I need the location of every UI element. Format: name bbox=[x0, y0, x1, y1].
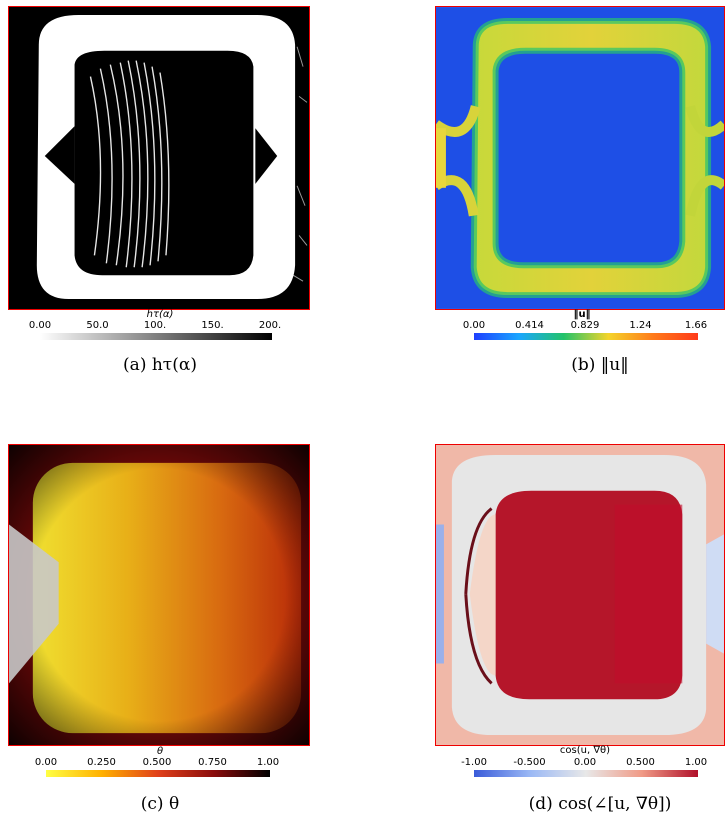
plot-c-theta bbox=[8, 444, 310, 746]
plot-c-image bbox=[9, 445, 309, 745]
tick: 1.24 bbox=[629, 320, 652, 331]
caption-a: (a) hτ(α) bbox=[123, 355, 197, 375]
plot-a-image bbox=[9, 7, 309, 309]
tick: 100. bbox=[143, 320, 167, 331]
colorbar-a-title: hτ(α) bbox=[146, 309, 174, 320]
plot-d-image bbox=[436, 445, 724, 745]
plot-b-velocity-norm bbox=[435, 6, 725, 310]
plot-b-image bbox=[436, 7, 724, 309]
tick: 0.750 bbox=[198, 757, 227, 768]
tick: 0.414 bbox=[515, 320, 544, 331]
colorbar-c-title: θ bbox=[156, 746, 164, 757]
tick: 0.00 bbox=[573, 757, 597, 768]
tick: 0.500 bbox=[626, 757, 655, 768]
colorbar-b-ticks: 0.00 0.414 0.829 1.24 1.66 bbox=[463, 320, 707, 332]
colorbar-b bbox=[474, 333, 698, 340]
tick: -0.500 bbox=[513, 757, 546, 768]
tick: 150. bbox=[201, 320, 224, 331]
caption-c: (c) θ bbox=[140, 794, 180, 814]
caption-d: (d) cos(∠[u, ∇θ]) bbox=[528, 794, 672, 814]
tick: 0.00 bbox=[28, 320, 52, 331]
tick: 200. bbox=[258, 320, 282, 331]
tick: 1.00 bbox=[256, 757, 280, 768]
tick: 1.00 bbox=[684, 757, 708, 768]
tick: 1.66 bbox=[684, 320, 708, 331]
tick: 0.250 bbox=[87, 757, 116, 768]
colorbar-a-ticks: 0.00 50.0 100. 150. 200. bbox=[29, 320, 281, 332]
tick: 0.829 bbox=[570, 320, 600, 331]
colorbar-d bbox=[474, 770, 698, 777]
tick: -1.00 bbox=[461, 757, 487, 768]
colorbar-c bbox=[46, 770, 270, 777]
plot-a-h-tau-alpha bbox=[8, 6, 310, 310]
plot-d-cos-angle bbox=[435, 444, 725, 746]
colorbar-a bbox=[40, 333, 272, 340]
colorbar-d-title: cos(u, ∇θ) bbox=[559, 745, 611, 756]
tick: 0.500 bbox=[142, 757, 172, 768]
colorbar-b-title: ‖u‖ bbox=[573, 309, 591, 320]
caption-b: (b) ‖u‖ bbox=[571, 355, 629, 375]
colorbar-d-ticks: -1.00 -0.500 0.00 0.500 1.00 bbox=[461, 757, 707, 769]
tick: 0.00 bbox=[462, 320, 486, 331]
tick: 0.00 bbox=[34, 757, 58, 768]
colorbar-c-ticks: 0.00 0.250 0.500 0.750 1.00 bbox=[35, 757, 279, 769]
tick: 50.0 bbox=[86, 320, 109, 331]
